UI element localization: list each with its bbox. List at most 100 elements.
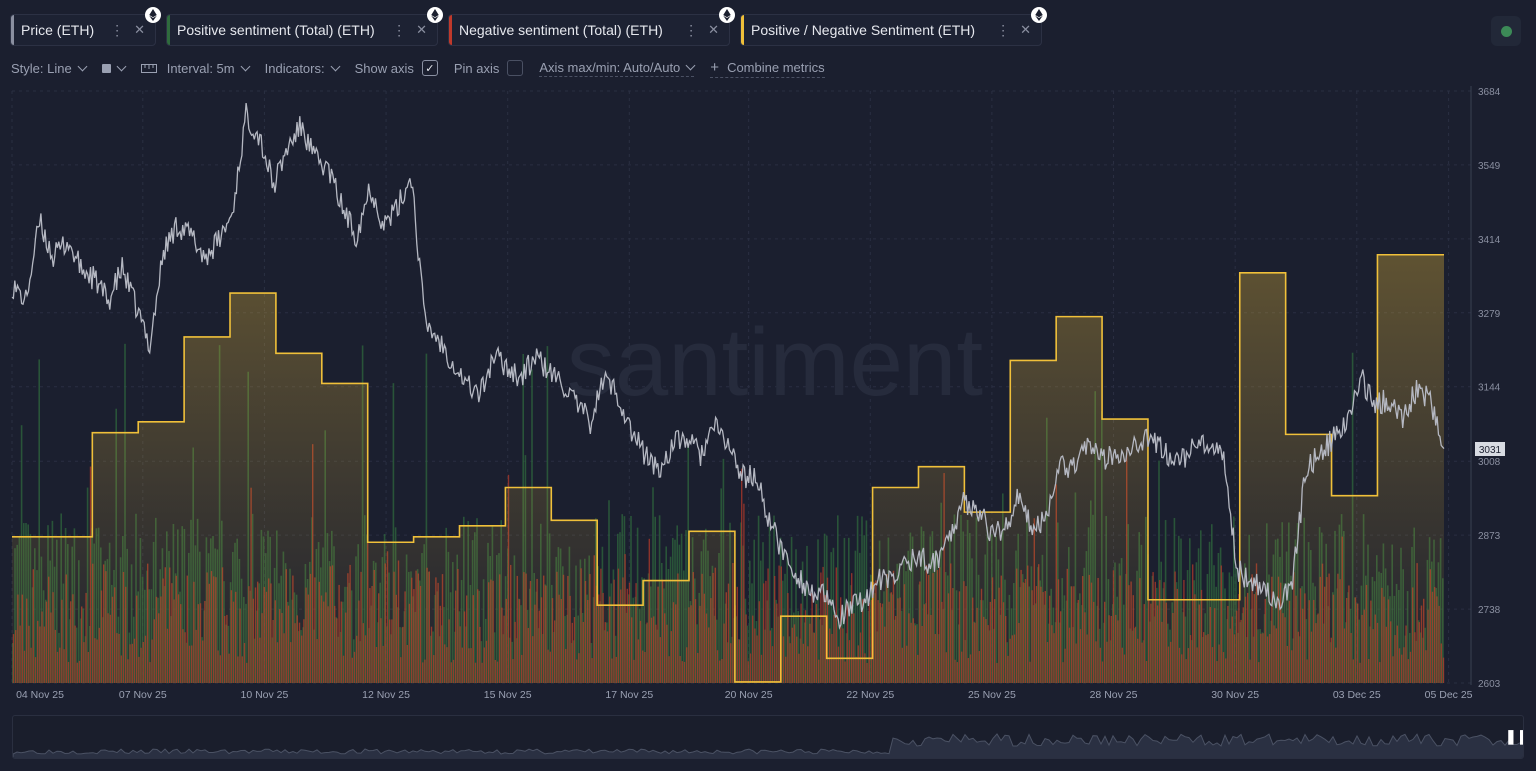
more-options-icon[interactable]: ⋮ bbox=[392, 21, 407, 38]
timeline-navigator[interactable]: ❚❚ bbox=[12, 715, 1524, 759]
tab-label: Positive / Negative Sentiment (ETH) bbox=[751, 22, 976, 38]
negative-bar bbox=[826, 577, 829, 683]
positive-bar bbox=[38, 359, 40, 683]
ethereum-icon bbox=[427, 7, 443, 23]
style-label: Style: Line bbox=[11, 60, 72, 76]
pin-axis-toggle[interactable]: Pin axis ✓ bbox=[454, 60, 524, 76]
positive-bar bbox=[1158, 460, 1160, 683]
positive-bar bbox=[863, 535, 865, 683]
axis-minmax-dropdown[interactable]: Axis max/min: Auto/Auto bbox=[539, 60, 696, 77]
close-icon[interactable]: ✕ bbox=[708, 22, 719, 37]
ethereum-icon bbox=[1031, 7, 1047, 23]
negative-bar bbox=[747, 661, 749, 683]
current-value-tag: 3031 bbox=[1475, 442, 1505, 456]
negative-bar bbox=[774, 576, 776, 683]
positive-bar bbox=[392, 383, 395, 683]
pin-axis-label: Pin axis bbox=[453, 60, 500, 76]
current-value-bg bbox=[1475, 442, 1505, 456]
x-tick-label: 20 Nov 25 bbox=[725, 689, 773, 701]
positive-bar bbox=[817, 539, 819, 683]
y-tick-label: 3549 bbox=[1478, 161, 1501, 172]
negative-bar bbox=[756, 635, 758, 683]
x-tick-label: 25 Nov 25 bbox=[968, 689, 1016, 701]
tab-price[interactable]: Price (ETH) ⋮ ✕ bbox=[10, 7, 161, 46]
positive-bar bbox=[608, 500, 610, 683]
tab-label: Negative sentiment (Total) (ETH) bbox=[459, 22, 663, 38]
x-tick-label: 10 Nov 25 bbox=[240, 689, 288, 701]
positive-bar bbox=[753, 539, 755, 683]
positive-bar bbox=[755, 621, 758, 683]
tab-pos-neg-ratio[interactable]: Positive / Negative Sentiment (ETH) ⋮ ✕ bbox=[740, 7, 1047, 46]
x-tick-label: 04 Nov 25 bbox=[16, 689, 64, 701]
y-tick-label: 3008 bbox=[1478, 457, 1501, 468]
positive-bar bbox=[749, 560, 751, 683]
plus-icon: + bbox=[710, 58, 720, 76]
x-tick-label: 03 Dec 25 bbox=[1333, 689, 1381, 701]
close-icon[interactable]: ✕ bbox=[1020, 22, 1031, 37]
ratio-area bbox=[12, 254, 1444, 683]
y-tick-label: 2738 bbox=[1478, 605, 1501, 616]
show-axis-toggle[interactable]: Show axis ✓ bbox=[355, 60, 438, 76]
indicators-label: Indicators: bbox=[264, 60, 325, 76]
close-icon[interactable]: ✕ bbox=[416, 22, 427, 37]
price-series bbox=[11, 103, 1445, 630]
positive-bar bbox=[806, 545, 808, 683]
chart-toolbar: Style: Line Interval: 5m Indicators: Sho… bbox=[11, 58, 841, 78]
navigator-handle-icon[interactable]: ❚❚ bbox=[1505, 728, 1523, 744]
negative-bar bbox=[833, 614, 835, 683]
negative-bar bbox=[771, 646, 774, 683]
tab-positive-sentiment[interactable]: Positive sentiment (Total) (ETH) ⋮ ✕ bbox=[166, 7, 443, 46]
positive-bar bbox=[790, 536, 793, 683]
interval-label: Interval: 5m bbox=[166, 60, 235, 76]
negative-bar bbox=[846, 601, 848, 683]
tab-color-bar bbox=[741, 15, 744, 45]
negative-bar bbox=[829, 628, 831, 683]
interval-dropdown[interactable]: Interval: 5m bbox=[140, 60, 251, 76]
negative-bar bbox=[853, 613, 855, 683]
more-options-icon[interactable]: ⋮ bbox=[684, 21, 699, 38]
ratio-series bbox=[12, 253, 1444, 683]
positive-bar bbox=[859, 552, 861, 683]
close-icon[interactable]: ✕ bbox=[134, 22, 145, 37]
negative-bar bbox=[840, 597, 842, 683]
y-tick-label: 2873 bbox=[1478, 531, 1501, 542]
x-tick-label: 05 Dec 25 bbox=[1425, 689, 1473, 701]
metric-tabs: Price (ETH) ⋮ ✕ Positive sentiment (Tota… bbox=[10, 7, 1047, 48]
price-line bbox=[11, 103, 1445, 630]
ethereum-icon bbox=[719, 7, 735, 23]
negative-bar bbox=[754, 628, 756, 683]
negative-bar bbox=[767, 568, 769, 683]
settings-button[interactable] bbox=[1491, 16, 1521, 46]
negative-bar bbox=[769, 630, 771, 683]
tab-negative-sentiment[interactable]: Negative sentiment (Total) (ETH) ⋮ ✕ bbox=[448, 7, 735, 46]
more-options-icon[interactable]: ⋮ bbox=[996, 21, 1011, 38]
positive-bar bbox=[768, 527, 771, 683]
negative-bar bbox=[862, 599, 864, 683]
positive-bar bbox=[843, 537, 846, 683]
positive-bar bbox=[777, 616, 780, 683]
color-dropdown[interactable] bbox=[101, 61, 127, 73]
negative-bar bbox=[868, 602, 870, 683]
style-dropdown[interactable]: Style: Line bbox=[11, 60, 88, 76]
show-axis-label: Show axis bbox=[354, 60, 414, 76]
more-options-icon[interactable]: ⋮ bbox=[110, 21, 125, 38]
y-tick-label: 3684 bbox=[1478, 87, 1501, 98]
checkbox-unchecked-icon[interactable]: ✓ bbox=[507, 60, 524, 76]
negative-bar bbox=[738, 639, 741, 683]
y-tick-label: 3144 bbox=[1478, 383, 1501, 394]
negative-bar bbox=[835, 567, 837, 683]
x-tick-label: 15 Nov 25 bbox=[484, 689, 532, 701]
negative-bar bbox=[765, 580, 767, 683]
combine-metrics-button[interactable]: + Combine metrics bbox=[710, 58, 825, 78]
tab-label: Price (ETH) bbox=[21, 22, 95, 38]
watermark: santiment bbox=[567, 309, 983, 416]
negative-bar bbox=[741, 468, 743, 683]
positive-bar bbox=[766, 600, 769, 683]
y-tick-label: 3279 bbox=[1478, 309, 1501, 320]
negative-bar bbox=[870, 600, 873, 683]
combine-label: Combine metrics bbox=[727, 59, 825, 75]
indicators-dropdown[interactable]: Indicators: bbox=[264, 60, 341, 76]
checkbox-checked-icon[interactable]: ✓ bbox=[421, 60, 438, 76]
positive-bar bbox=[837, 515, 839, 683]
